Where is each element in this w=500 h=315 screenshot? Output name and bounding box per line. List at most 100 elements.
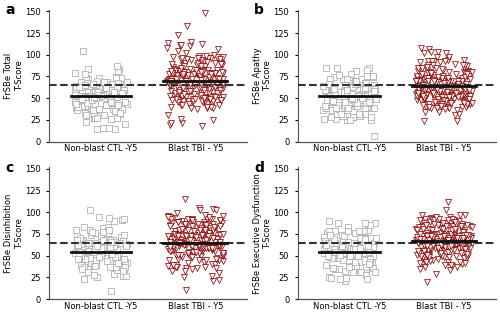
Point xyxy=(92,107,100,112)
Point xyxy=(412,92,420,97)
Point xyxy=(71,87,79,92)
Point xyxy=(172,67,180,72)
Point xyxy=(194,222,202,227)
Point xyxy=(430,98,438,103)
Point xyxy=(442,208,450,213)
Point xyxy=(116,109,124,114)
Point xyxy=(435,216,443,221)
Point xyxy=(322,105,330,110)
Point xyxy=(364,243,372,249)
Point xyxy=(218,250,226,255)
Point xyxy=(170,232,178,237)
Point xyxy=(181,232,189,237)
Point xyxy=(340,247,348,252)
Point xyxy=(432,100,440,105)
Point xyxy=(363,105,371,110)
Point xyxy=(439,92,447,97)
Point xyxy=(458,246,466,251)
Point xyxy=(220,83,228,88)
Point xyxy=(356,81,364,86)
Point xyxy=(416,82,424,87)
Point xyxy=(190,80,198,85)
Point xyxy=(364,91,372,96)
Point xyxy=(451,112,459,117)
Point xyxy=(189,249,197,254)
Point xyxy=(200,95,208,100)
Point xyxy=(418,82,426,87)
Point xyxy=(360,251,368,256)
Point xyxy=(118,83,126,88)
Point xyxy=(198,249,206,254)
Point xyxy=(198,85,206,90)
Point xyxy=(426,75,434,80)
Point xyxy=(92,87,100,92)
Point xyxy=(104,224,112,229)
Point xyxy=(432,271,440,276)
Point xyxy=(322,241,330,246)
Point xyxy=(184,101,192,106)
Point xyxy=(460,241,468,246)
Point xyxy=(78,267,86,272)
Point xyxy=(112,90,120,95)
Point xyxy=(412,78,420,83)
Point xyxy=(460,243,468,249)
Point xyxy=(178,117,186,122)
Point xyxy=(453,83,461,88)
Point xyxy=(459,99,467,104)
Point xyxy=(164,214,172,219)
Point xyxy=(446,54,454,59)
Point xyxy=(196,77,204,82)
Point xyxy=(429,244,437,249)
Point xyxy=(434,246,442,251)
Point xyxy=(338,244,345,249)
Point xyxy=(205,87,213,92)
Point xyxy=(195,244,203,249)
Point xyxy=(114,256,122,261)
Point xyxy=(175,237,183,242)
Point xyxy=(440,88,448,93)
Point xyxy=(364,100,372,105)
Point xyxy=(419,262,427,267)
Point xyxy=(206,216,214,221)
Point xyxy=(352,264,360,269)
Point xyxy=(422,75,430,80)
Point xyxy=(422,222,430,227)
Point xyxy=(180,274,188,279)
Point xyxy=(208,246,216,251)
Point xyxy=(330,244,338,249)
Point xyxy=(106,82,114,87)
Point xyxy=(442,106,450,111)
Point xyxy=(348,83,356,89)
Point xyxy=(462,64,470,69)
Point xyxy=(332,106,340,111)
Point xyxy=(170,67,177,72)
Point xyxy=(428,72,436,77)
Point xyxy=(216,232,224,237)
Point xyxy=(320,234,328,239)
Point xyxy=(197,83,205,88)
Point xyxy=(412,93,420,98)
Point xyxy=(194,54,202,59)
Point xyxy=(182,243,190,248)
Point xyxy=(327,240,335,245)
Point xyxy=(416,83,424,88)
Text: d: d xyxy=(254,161,264,175)
Point xyxy=(370,87,378,92)
Point xyxy=(366,257,374,262)
Point xyxy=(329,256,337,261)
Point xyxy=(86,103,94,108)
Point xyxy=(341,278,349,284)
Point xyxy=(428,217,436,222)
Point xyxy=(423,92,431,97)
Point xyxy=(108,91,116,96)
Point xyxy=(424,71,432,76)
Point xyxy=(362,235,370,240)
Point xyxy=(199,244,207,249)
Point xyxy=(186,40,194,45)
Point xyxy=(449,96,457,101)
Point xyxy=(332,244,340,249)
Point xyxy=(219,76,227,81)
Point xyxy=(215,258,223,263)
Point xyxy=(219,253,227,258)
Point xyxy=(455,218,463,223)
